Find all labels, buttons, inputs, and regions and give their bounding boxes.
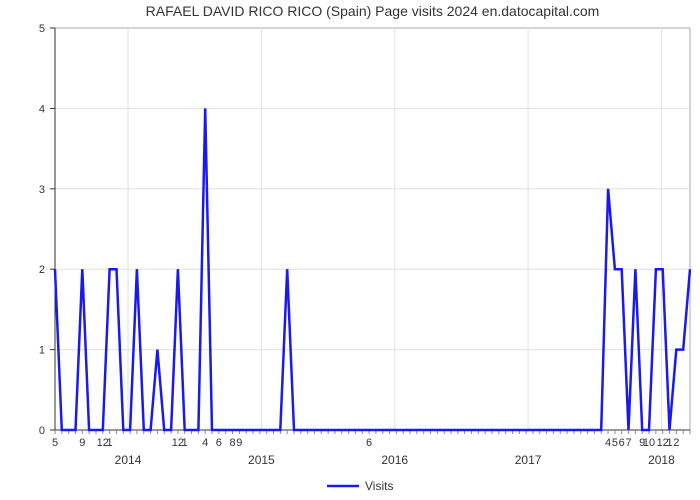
year-label: 2017 bbox=[515, 453, 542, 467]
x-tick-label: 6 bbox=[366, 437, 372, 449]
x-tick-label: 8 bbox=[229, 437, 235, 449]
y-tick-label: 0 bbox=[39, 425, 45, 437]
x-tick-label: 5 bbox=[612, 437, 618, 449]
x-tick-label: 1 bbox=[182, 437, 188, 449]
x-tick-label: 10 bbox=[643, 437, 655, 449]
x-tick-label: 1 bbox=[666, 437, 672, 449]
y-tick-label: 3 bbox=[39, 184, 45, 196]
x-tick-label: 7 bbox=[625, 437, 631, 449]
year-label: 2014 bbox=[115, 453, 142, 467]
y-tick-label: 1 bbox=[39, 345, 45, 357]
chart-title: RAFAEL DAVID RICO RICO (Spain) Page visi… bbox=[146, 3, 600, 19]
x-tick-label: 6 bbox=[619, 437, 625, 449]
chart-svg: RAFAEL DAVID RICO RICO (Spain) Page visi… bbox=[0, 0, 700, 500]
y-tick-label: 5 bbox=[39, 23, 45, 35]
x-tick-label: 6 bbox=[216, 437, 222, 449]
year-label: 2015 bbox=[248, 453, 275, 467]
legend-label: Visits bbox=[365, 479, 393, 493]
x-tick-label: 4 bbox=[605, 437, 611, 449]
x-tick-label: 9 bbox=[79, 437, 85, 449]
year-label: 2016 bbox=[381, 453, 408, 467]
x-tick-label: 2 bbox=[673, 437, 679, 449]
chart-container: RAFAEL DAVID RICO RICO (Spain) Page visi… bbox=[0, 0, 700, 500]
year-label: 2018 bbox=[648, 453, 675, 467]
x-tick-label: 4 bbox=[202, 437, 208, 449]
x-tick-label: 1 bbox=[107, 437, 113, 449]
y-tick-label: 2 bbox=[39, 264, 45, 276]
x-tick-label: 5 bbox=[52, 437, 58, 449]
y-tick-label: 4 bbox=[39, 103, 45, 115]
x-tick-label: 9 bbox=[236, 437, 242, 449]
